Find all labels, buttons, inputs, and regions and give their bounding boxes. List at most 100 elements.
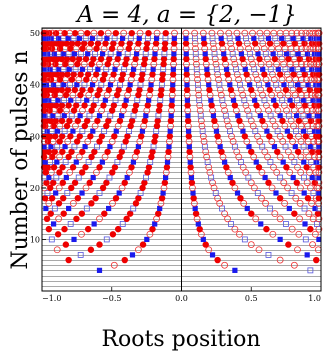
root-marker-red-open [276, 256, 284, 264]
root-marker-red-open [153, 29, 161, 37]
root-marker-red-open [215, 76, 222, 83]
root-marker-blue-open [92, 97, 99, 104]
root-marker-red-open [241, 29, 249, 37]
root-marker-blue [146, 97, 152, 103]
root-marker-blue [167, 128, 173, 134]
root-marker-red-open [214, 194, 222, 202]
root-marker-red [88, 153, 95, 161]
root-marker-blue [148, 82, 154, 88]
root-marker-red [288, 102, 296, 109]
root-marker-blue-open [161, 50, 168, 57]
root-marker-red [48, 194, 56, 202]
root-marker-red-open [294, 246, 301, 254]
root-marker-blue-open [277, 50, 284, 57]
root-marker-red [121, 102, 128, 109]
root-marker-blue-open [65, 50, 72, 57]
root-marker-red [160, 55, 168, 63]
root-marker-red [160, 60, 167, 68]
root-marker-blue [255, 51, 261, 57]
root-marker-red [47, 184, 54, 192]
root-marker-red [84, 225, 92, 233]
root-marker-blue-open [44, 190, 51, 196]
root-marker-red-open [134, 246, 142, 254]
root-marker-red [100, 102, 107, 109]
root-marker-red-open [221, 210, 229, 218]
root-marker-red-open [221, 261, 229, 269]
root-marker-blue-open [81, 81, 88, 88]
root-marker-red-open [209, 179, 216, 187]
root-marker-red [62, 91, 70, 99]
root-marker-red [307, 225, 314, 233]
root-marker-red-open [244, 107, 252, 114]
root-marker-red [243, 71, 250, 78]
root-marker-blue-open [196, 97, 203, 104]
root-marker-red [96, 241, 103, 248]
root-marker-red [74, 194, 82, 202]
root-marker-blue-open [314, 221, 320, 227]
root-marker-blue [279, 35, 285, 41]
root-marker-red-open [250, 184, 258, 192]
root-marker-red [151, 138, 158, 145]
root-marker-red [187, 164, 194, 171]
root-marker-blue-open [77, 252, 84, 258]
root-marker-red [92, 194, 99, 202]
root-marker-red [266, 86, 273, 94]
root-marker-blue [204, 66, 210, 72]
root-marker-blue [107, 144, 113, 150]
root-marker-red [111, 133, 118, 140]
root-marker-blue-open [219, 205, 225, 212]
root-marker-blue-open [302, 236, 309, 243]
root-marker-red [159, 71, 166, 78]
root-marker-blue-open [77, 50, 84, 57]
root-marker-red [291, 210, 298, 217]
root-marker-red [113, 91, 121, 99]
root-marker-blue-open [259, 143, 266, 150]
root-marker-red-open [233, 29, 241, 37]
root-marker-blue-open [158, 81, 165, 88]
root-marker-red [155, 210, 162, 217]
root-marker-red [315, 117, 322, 125]
root-marker-blue [96, 267, 103, 273]
root-marker-red [84, 71, 92, 78]
root-marker-red-open [212, 60, 220, 68]
root-marker-red [231, 102, 239, 109]
root-marker-red [274, 148, 281, 155]
root-marker-blue-open [216, 81, 223, 88]
root-marker-red-open [315, 184, 323, 192]
root-marker-red [141, 117, 148, 125]
root-marker-blue-open [101, 128, 108, 135]
root-marker-red-open [289, 86, 297, 94]
root-marker-red [253, 102, 260, 109]
root-marker-red [68, 184, 75, 192]
root-marker-red [64, 86, 72, 94]
root-marker-blue-open [279, 97, 286, 104]
root-marker-blue-open [79, 128, 86, 135]
root-marker-red [163, 164, 171, 171]
root-marker-blue [85, 51, 91, 57]
root-marker-blue-open [305, 97, 312, 104]
root-marker-red [137, 133, 145, 140]
root-marker-red-open [118, 184, 126, 192]
root-marker-blue-open [241, 97, 248, 104]
root-marker-blue [309, 66, 315, 72]
root-marker-blue [152, 51, 158, 57]
root-marker-red [63, 55, 71, 63]
root-marker-red [122, 60, 129, 68]
root-marker-blue [127, 82, 133, 88]
root-marker-red [184, 117, 192, 125]
y-tick-label: 50 [30, 29, 40, 38]
root-marker-red [59, 194, 67, 202]
root-marker-red [96, 138, 103, 145]
root-marker-blue [42, 66, 48, 72]
root-marker-blue-open [130, 205, 137, 212]
root-marker-red [68, 76, 76, 83]
root-marker-red [136, 86, 143, 94]
root-marker-red [151, 55, 158, 63]
root-marker-red [58, 55, 65, 63]
root-marker-red [129, 71, 136, 78]
root-marker-blue-open [119, 221, 126, 227]
x-tick-label: −1.0 [42, 294, 61, 303]
root-marker-red [87, 246, 95, 253]
root-marker-red [162, 29, 169, 37]
root-marker-red [108, 107, 116, 114]
